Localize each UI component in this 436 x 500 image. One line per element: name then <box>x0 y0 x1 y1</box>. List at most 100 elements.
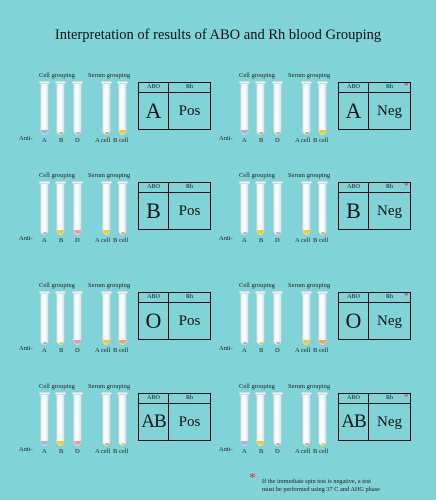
box-divider <box>368 293 369 339</box>
result-box: ABO Rh * AB Neg <box>338 392 411 441</box>
cell-tube-label: A <box>242 448 247 455</box>
serum-grouping-label: Serum grouping <box>288 383 331 390</box>
result-box: ABO Rh AB Pos <box>138 393 211 441</box>
box-divider <box>139 403 210 404</box>
serum-grouping-label: Serum grouping <box>88 72 131 79</box>
result-box: ABO Rh * O Neg <box>338 291 411 340</box>
abo-result: AB <box>141 411 166 432</box>
cell-tube-label: B <box>59 237 64 244</box>
box-divider <box>139 302 210 303</box>
tube-rim <box>272 291 283 294</box>
tube-rim <box>317 291 328 294</box>
tube-pellet <box>75 131 80 134</box>
serum-tube-label: A cell <box>95 448 111 455</box>
cell-tube-label: A <box>42 137 47 144</box>
cell-tube-label: B <box>59 347 64 354</box>
tube-pellet <box>120 442 125 445</box>
rh-header: Rh <box>185 184 193 190</box>
cell-tube-label: A <box>242 137 247 144</box>
anti-label: Anti- <box>219 135 233 142</box>
test-tube <box>39 392 50 446</box>
footnote-asterisk: * <box>249 471 256 486</box>
tube-pellet <box>275 442 280 445</box>
test-tube <box>255 392 266 446</box>
result-panel: Cell grouping Serum grouping Anti- A B D A cel… <box>219 72 436 194</box>
test-tube <box>301 81 312 135</box>
test-tube <box>101 291 112 345</box>
tube-rim <box>301 392 312 395</box>
cell-tube-label: A <box>242 237 247 244</box>
tube-rim <box>317 81 328 84</box>
serum-tube-label: B cell <box>313 347 329 354</box>
tube-rim <box>239 81 250 84</box>
rh-result: Neg <box>377 414 402 430</box>
test-tube <box>239 291 250 345</box>
serum-grouping-label: Serum grouping <box>88 172 131 179</box>
result-box: ABO Rh O Pos <box>138 292 211 340</box>
asterisk-icon: * <box>404 291 409 301</box>
box-divider <box>339 92 410 93</box>
test-tube <box>317 291 328 345</box>
serum-tube-label: A cell <box>295 448 311 455</box>
abo-result: AB <box>341 411 366 432</box>
test-tube <box>55 291 66 345</box>
cell-tube-label: B <box>59 137 64 144</box>
tube-rim <box>239 291 250 294</box>
abo-result: O <box>345 308 362 333</box>
test-tube <box>239 181 250 235</box>
tube-rim <box>72 181 83 184</box>
rh-header: Rh <box>185 84 193 90</box>
rh-result: Pos <box>178 203 201 219</box>
cell-tube-label: D <box>275 448 280 455</box>
abo-result: B <box>146 198 161 223</box>
box-divider <box>168 394 169 440</box>
tube-pellet <box>103 230 110 234</box>
test-tube <box>72 81 83 135</box>
test-tube <box>39 181 50 235</box>
abo-result: O <box>145 308 162 333</box>
test-tube <box>255 291 266 345</box>
tube-pellet <box>258 131 263 134</box>
result-panel: Cell grouping Serum grouping Anti- A B D A cel… <box>219 282 436 404</box>
test-tube <box>117 181 128 235</box>
test-tube <box>101 181 112 235</box>
footnote: If the immediate spin test is negative, … <box>262 478 380 494</box>
serum-tube-label: B cell <box>113 448 129 455</box>
test-tube <box>255 181 266 235</box>
tube-pellet <box>275 231 280 234</box>
test-tube <box>272 81 283 135</box>
test-tube <box>55 81 66 135</box>
tube-rim <box>117 291 128 294</box>
tube-pellet <box>319 130 326 134</box>
serum-tube-label: B cell <box>313 237 329 244</box>
box-divider <box>368 83 369 129</box>
cell-tube-label: B <box>259 347 264 354</box>
tube-rim <box>255 291 266 294</box>
tube-rim <box>101 81 112 84</box>
tube-rim <box>55 291 66 294</box>
test-tube <box>239 392 250 446</box>
box-divider <box>368 394 369 440</box>
cell-tube-label: A <box>42 448 47 455</box>
rh-result: Neg <box>377 103 402 119</box>
tube-rim <box>117 81 128 84</box>
rh-result: Pos <box>178 313 201 329</box>
serum-tube-label: B cell <box>113 237 129 244</box>
cell-tube-label: B <box>259 448 264 455</box>
cell-grouping-label: Cell grouping <box>239 172 275 179</box>
tube-rim <box>117 181 128 184</box>
test-tube <box>117 81 128 135</box>
serum-grouping-label: Serum grouping <box>288 72 331 79</box>
abo-header: ABO <box>147 184 160 190</box>
test-tube <box>39 291 50 345</box>
test-tube <box>239 81 250 135</box>
cell-tube-label: A <box>242 347 247 354</box>
cell-tube-label: D <box>75 137 80 144</box>
tube-rim <box>101 181 112 184</box>
tube-pellet <box>74 340 81 344</box>
box-divider <box>168 183 169 229</box>
anti-label: Anti- <box>219 446 233 453</box>
test-tube <box>101 392 112 446</box>
test-tube <box>72 392 83 446</box>
tube-rim <box>117 392 128 395</box>
